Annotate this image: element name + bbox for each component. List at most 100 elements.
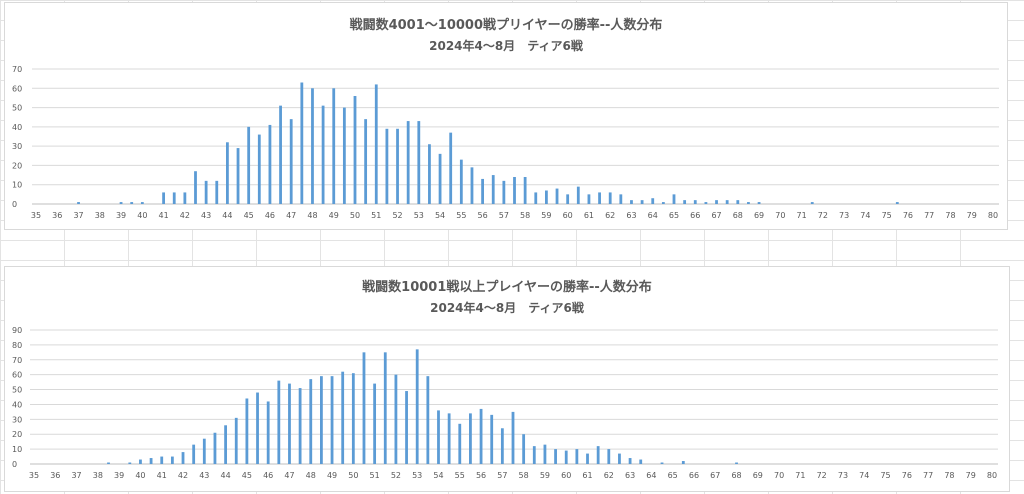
bar — [417, 121, 421, 204]
chart-subtitle: 2024年4～8月 ティア6戦 — [430, 301, 584, 315]
x-tick-label: 63 — [625, 471, 635, 480]
x-tick-label: 65 — [668, 471, 678, 480]
bar — [288, 383, 291, 464]
bar — [426, 376, 430, 464]
bar — [704, 202, 708, 204]
bar — [298, 388, 302, 464]
bar — [747, 202, 750, 204]
x-tick-label: 52 — [392, 211, 402, 220]
bar — [458, 423, 462, 464]
bar — [311, 88, 314, 204]
x-tick-label: 66 — [689, 471, 699, 480]
bar — [459, 159, 463, 204]
x-tick-label: 38 — [93, 471, 103, 480]
chart-plot: 0 10 20 30 40 50 60 70 80 90 35 36 37 38 39 40 41 42 43 44 4… — [12, 326, 998, 480]
chart-subtitle: 2024年4～8月 ティア6戦 — [429, 39, 583, 53]
bar — [470, 167, 474, 204]
x-tick-label: 54 — [435, 211, 445, 220]
bar — [683, 200, 687, 204]
bar — [511, 411, 515, 464]
y-tick-label: 10 — [12, 181, 22, 190]
x-tick-label: 79 — [966, 471, 976, 480]
x-tick-label: 79 — [967, 211, 977, 220]
x-tick-label: 48 — [307, 211, 317, 220]
x-tick-label: 59 — [541, 211, 551, 220]
chart-panel-1[interactable]: 戦闘数4001～10000戦プリイヤーの勝率--人数分布 2024年4～8月 テ… — [4, 2, 1008, 230]
bar — [373, 383, 377, 464]
bar — [130, 202, 134, 204]
bar — [523, 177, 527, 204]
bar — [194, 171, 197, 204]
bar — [628, 458, 632, 464]
x-tick-label: 41 — [157, 471, 167, 480]
bar — [140, 202, 144, 204]
x-tick-label: 49 — [329, 211, 339, 220]
bar — [204, 180, 208, 204]
x-tick-label: 73 — [838, 471, 848, 480]
x-tick-label: 51 — [370, 471, 380, 480]
x-tick-label: 47 — [286, 211, 296, 220]
x-tick-label: 61 — [582, 471, 592, 480]
y-tick-label: 20 — [12, 430, 22, 439]
y-tick-label: 50 — [12, 386, 22, 395]
bar — [268, 124, 272, 204]
x-tick-label: 80 — [988, 211, 998, 220]
x-tick-label: 37 — [71, 471, 81, 480]
y-tick-label: 0 — [12, 200, 17, 209]
bar — [513, 177, 516, 204]
x-tick-label: 53 — [412, 471, 422, 480]
x-tick-label: 63 — [626, 211, 636, 220]
bar — [236, 148, 240, 204]
x-tick-label: 77 — [924, 211, 934, 220]
x-tick-label: 56 — [478, 211, 488, 220]
x-tick-label: 64 — [646, 471, 656, 480]
x-tick-label: 74 — [859, 471, 869, 480]
bar — [693, 200, 697, 204]
x-tick-label: 62 — [605, 211, 615, 220]
bar — [119, 202, 123, 204]
bar — [405, 391, 408, 464]
x-tick-label: 39 — [114, 471, 124, 480]
bar — [735, 462, 738, 464]
bar — [342, 107, 346, 204]
x-tick-label: 47 — [284, 471, 294, 480]
bar — [545, 190, 548, 204]
x-tick-label: 62 — [604, 471, 614, 480]
bar — [247, 126, 251, 204]
x-tick-label: 76 — [903, 211, 913, 220]
bar — [172, 192, 176, 204]
bar — [587, 194, 591, 204]
bar — [415, 349, 419, 464]
bar — [320, 376, 323, 464]
bar — [383, 352, 387, 464]
bar — [332, 88, 336, 204]
bar — [428, 144, 431, 204]
bar — [576, 186, 580, 204]
x-tick-label: 35 — [29, 471, 39, 480]
bar — [149, 458, 153, 464]
x-tick-label: 73 — [839, 211, 849, 220]
bar — [362, 352, 366, 464]
bar — [374, 84, 378, 204]
bar — [532, 446, 536, 464]
x-tick-label: 49 — [327, 471, 337, 480]
x-tick-label: 56 — [476, 471, 486, 480]
bar — [607, 449, 611, 464]
bar — [277, 380, 281, 464]
bar — [651, 198, 655, 204]
x-tick-label: 36 — [52, 211, 62, 220]
x-tick-label: 51 — [371, 211, 381, 220]
chart-panel-2[interactable]: 戦闘数10001戦以上プレイヤーの勝率--人数分布 2024年4～8月 ティア6… — [4, 266, 1010, 492]
x-tick-label: 69 — [753, 471, 763, 480]
bar — [385, 128, 389, 204]
bar — [639, 459, 643, 464]
y-tick-label: 90 — [12, 326, 22, 335]
x-tick-label: 46 — [263, 471, 273, 480]
x-tick-label: 38 — [95, 211, 105, 220]
y-tick-label: 40 — [12, 400, 22, 409]
bar — [202, 438, 206, 464]
bar — [160, 456, 164, 464]
bar — [183, 192, 187, 204]
chart-title: 戦闘数4001～10000戦プリイヤーの勝率--人数分布 — [349, 18, 663, 33]
bar — [566, 194, 570, 204]
